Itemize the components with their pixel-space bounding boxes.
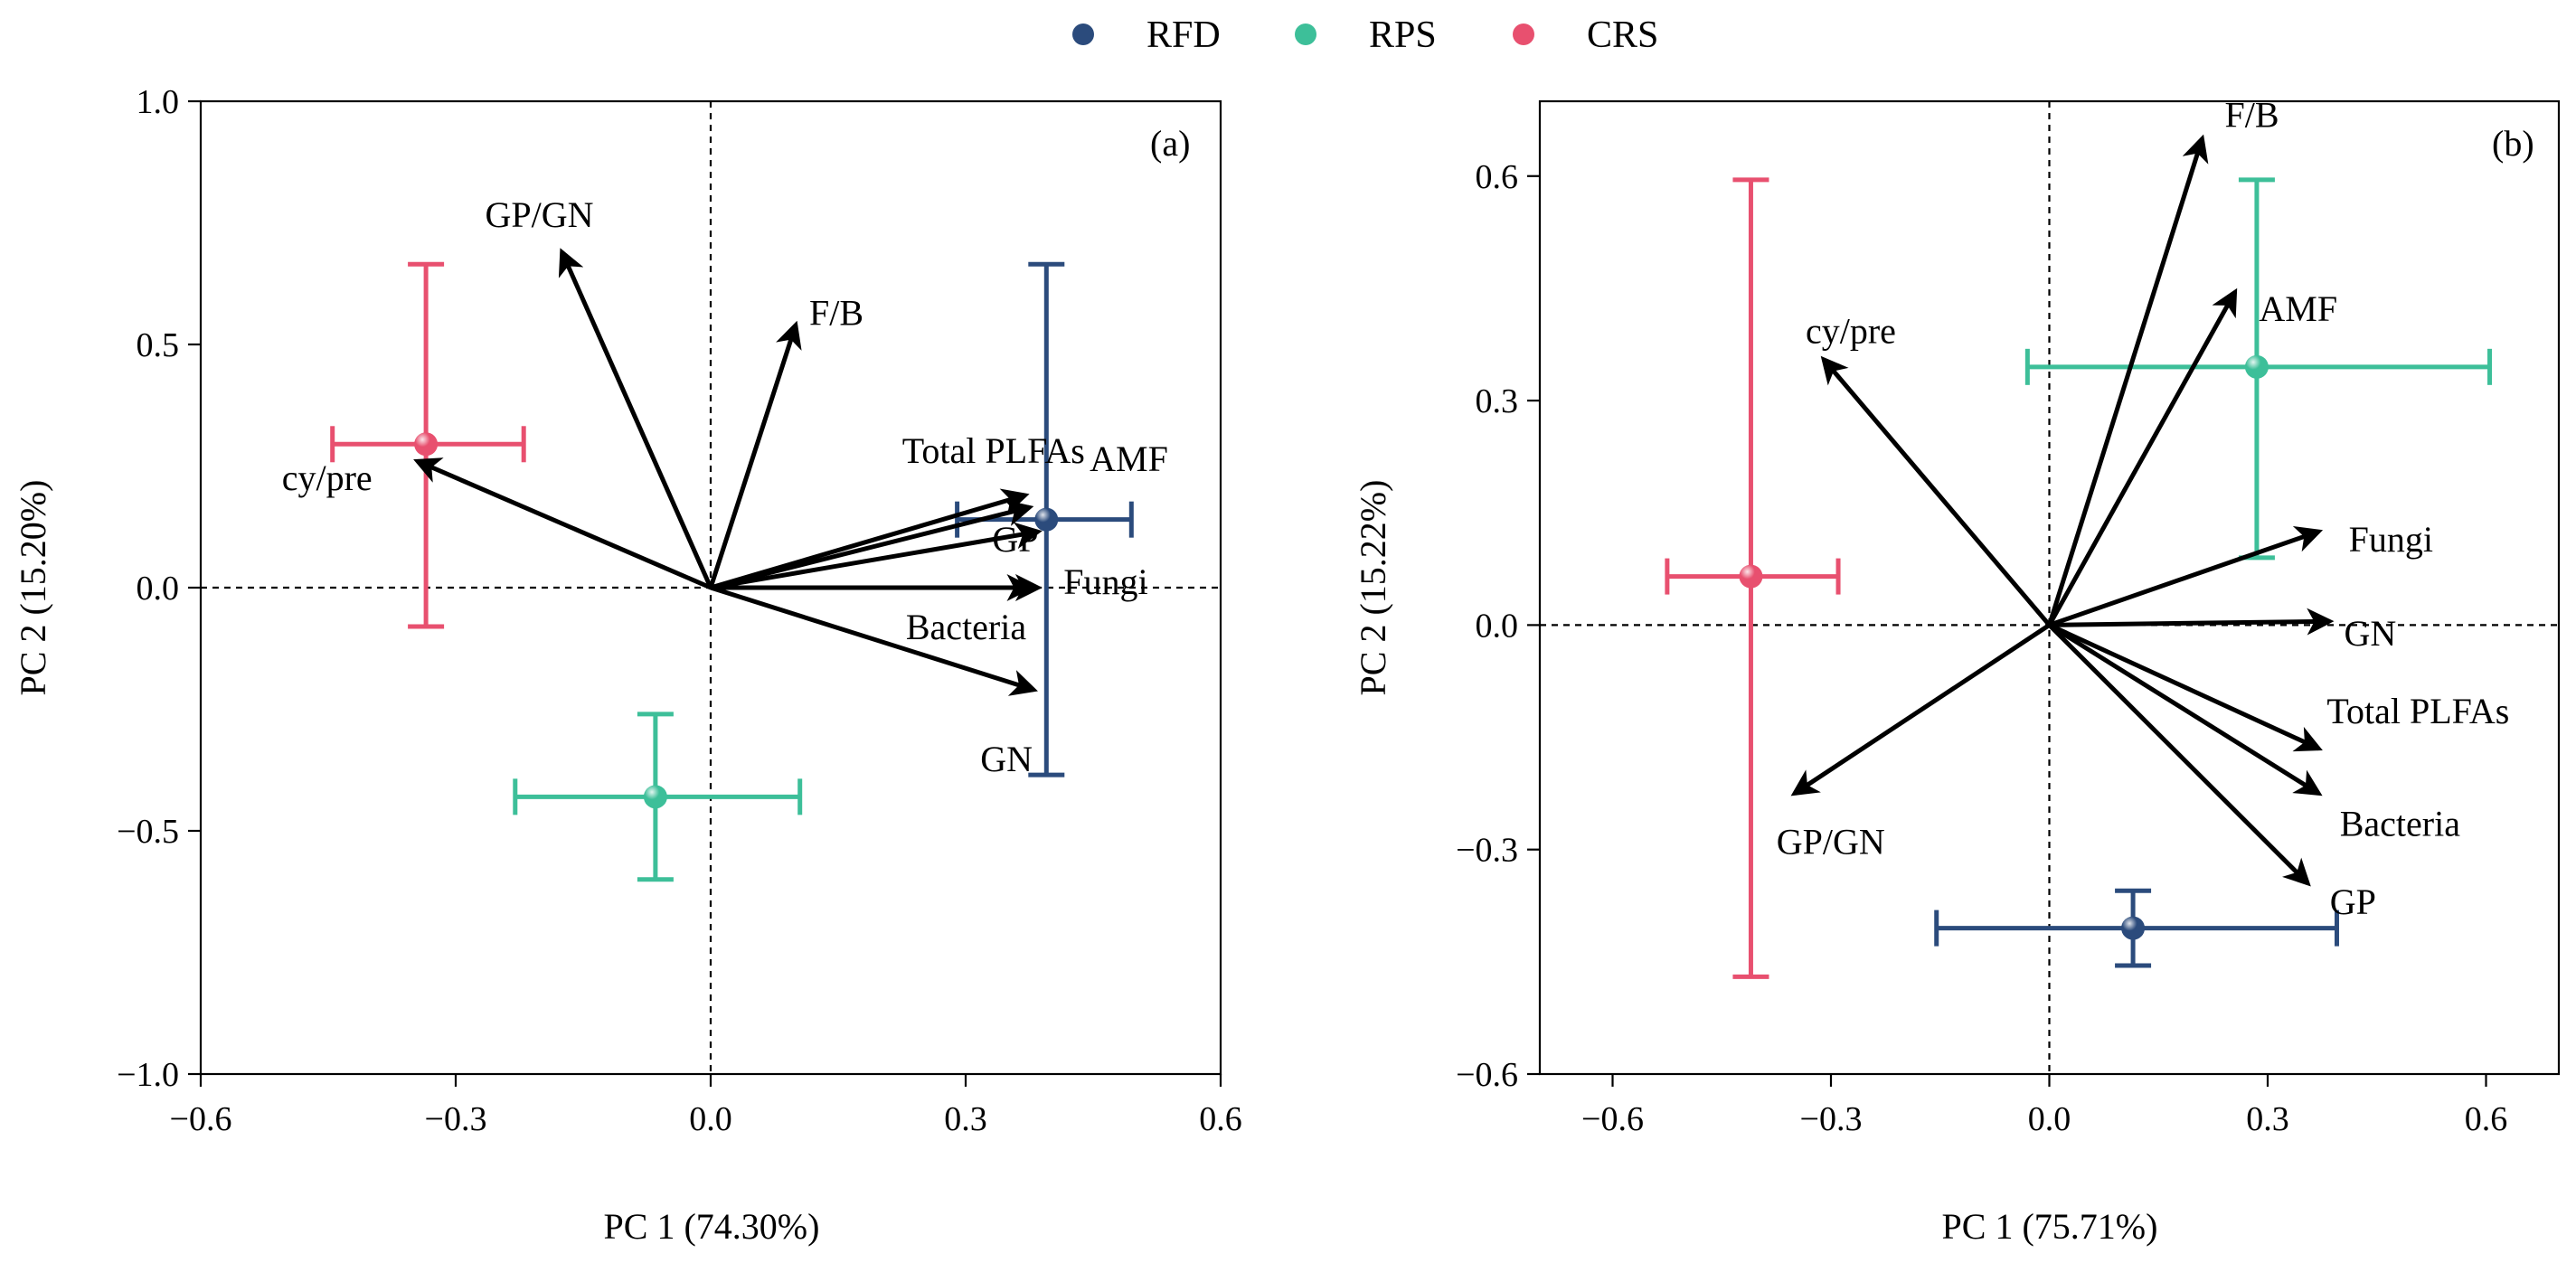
legend-label-rps: RPS: [1369, 14, 1437, 56]
legend-item-rps: RPS: [1295, 14, 1437, 56]
panel-b-vector-fungi: [2048, 525, 2324, 627]
panel-b-vector-label-total-plfas: Total PLFAs: [2326, 691, 2509, 731]
panel-b-vector-gp-gn: [1790, 623, 2051, 796]
panel-a-y-tick-label: 0.0: [137, 570, 180, 608]
panel-b-vector-label-gp-gn: GP/GN: [1777, 822, 1885, 862]
panel-b-vector-gn: [2049, 608, 2335, 636]
panel-b-x-tick-label: −0.6: [1581, 1100, 1644, 1138]
panel-b-vector-label-fungi: Fungi: [2349, 519, 2433, 560]
panel-a-x-tick-label: 0.3: [944, 1100, 987, 1138]
panel-b-vector-amf: [2047, 287, 2238, 627]
panel-b-y-axis-title: PC 2 (15.22%): [1353, 480, 1393, 696]
panel-b-vector-bacteria: [2048, 623, 2323, 796]
panel-b-vector-cy-pre: [1820, 355, 2052, 627]
panel-b-vector-label-cy-pre: cy/pre: [1806, 311, 1896, 352]
panel-a-vector-gp: [710, 522, 1043, 590]
panel-b-vector-f-b: [2047, 134, 2209, 627]
panel-b-vector-total-plfas: [2048, 623, 2323, 752]
panel-a-vector-f-b: [708, 320, 802, 589]
panel-b-crs-centroid-highlight: [1739, 564, 1763, 589]
panel-a-vector-label-gp: GP: [992, 519, 1038, 560]
legend-item-crs: CRS: [1513, 14, 1658, 56]
panel-a-vector-gp-gn: [558, 248, 713, 589]
panel-b-x-axis-title: PC 1 (75.71%): [1942, 1206, 2158, 1247]
panel-a-vector-label-total-plfas: Total PLFAs: [902, 430, 1085, 471]
panel-a-vector-amf: [710, 499, 1034, 590]
panel-b-vector-label-bacteria: Bacteria: [2340, 804, 2460, 844]
panel-a-vector-gn: [710, 585, 1038, 696]
panel-a-x-axis-title: PC 1 (74.30%): [604, 1206, 820, 1247]
legend-marker-rps: [1295, 24, 1316, 45]
legend-item-rfd: RFD: [1072, 14, 1221, 56]
panel-b-rps-centroid-highlight: [2244, 354, 2269, 379]
panel-a-vector-label-bacteria: Bacteria: [906, 607, 1026, 647]
legend: RFD RPS CRS: [1072, 14, 1658, 56]
panel-b-vector-label-amf: AMF: [2259, 288, 2337, 329]
panel-b-x-tick-label: 0.6: [2465, 1100, 2508, 1138]
panel-b-x-tick-label: −0.3: [1800, 1100, 1863, 1138]
panel-a-y-tick-label: −0.5: [117, 813, 179, 851]
panel-b-y-tick-label: 0.0: [1476, 607, 1519, 645]
legend-marker-rfd: [1072, 24, 1094, 45]
panel-b-y-tick-label: 0.6: [1476, 158, 1519, 196]
panel-a-vector-label-fungi: Fungi: [1063, 561, 1147, 602]
panel-a-vector-cy-pre: [413, 457, 712, 590]
panel-a-vector-label-gn: GN: [980, 739, 1033, 779]
panel-a-x-tick-label: −0.6: [170, 1100, 232, 1138]
panel-b: −0.6 −0.3 0.0 0.3 0.6 −0.6 −0.3 0.0 0.3 0.6 F/B AMF…: [1353, 94, 2561, 1247]
panel-a-x-tick-label: 0.6: [1199, 1100, 1242, 1138]
panel-b-tag: (b): [2492, 123, 2534, 164]
panel-b-vector-gp: [2047, 623, 2311, 887]
panel-a-vector-label-cy-pre: cy/pre: [282, 457, 373, 498]
panel-b-vector-label-gp: GP: [2330, 881, 2376, 922]
panel-a-vector-label-amf: AMF: [1090, 438, 1168, 479]
panel-a-x-tick-label: 0.0: [689, 1100, 732, 1138]
panel-b-y-tick-label: 0.3: [1476, 382, 1519, 420]
panel-b-vector-label-f-b: F/B: [2225, 94, 2279, 135]
legend-label-crs: CRS: [1587, 14, 1658, 56]
panel-a-x-tick-label: −0.3: [425, 1100, 487, 1138]
panel-b-vector-label-gn: GN: [2345, 613, 2397, 654]
panel-a-rps-centroid-highlight: [643, 785, 667, 809]
panel-b-y-tick-label: −0.3: [1456, 832, 1518, 870]
panel-b-rfd-centroid-highlight: [2121, 916, 2146, 940]
panel-b-x-tick-label: 0.3: [2246, 1100, 2289, 1138]
panel-a-crs-centroid-highlight: [414, 432, 439, 457]
legend-marker-crs: [1513, 24, 1534, 45]
panel-a-y-tick-label: 0.5: [137, 326, 180, 364]
panel-b-x-tick-label: 0.0: [2028, 1100, 2071, 1138]
panel-a: −0.6 −0.3 0.0 0.3 0.6 −1.0 −0.5 0.0 0.5 1.0 GP/GN F…: [13, 83, 1242, 1247]
panel-a-y-axis-title: PC 2 (15.20%): [13, 480, 53, 696]
panel-a-y-tick-label: −1.0: [117, 1056, 179, 1094]
panel-a-y-tick-label: 1.0: [137, 83, 180, 121]
panel-a-tag: (a): [1150, 123, 1190, 164]
panel-a-vector-label-f-b: F/B: [809, 292, 863, 333]
panel-a-vector-label-gp-gn: GP/GN: [485, 194, 593, 235]
legend-label-rfd: RFD: [1146, 14, 1221, 56]
panel-b-y-tick-label: −0.6: [1456, 1056, 1518, 1094]
